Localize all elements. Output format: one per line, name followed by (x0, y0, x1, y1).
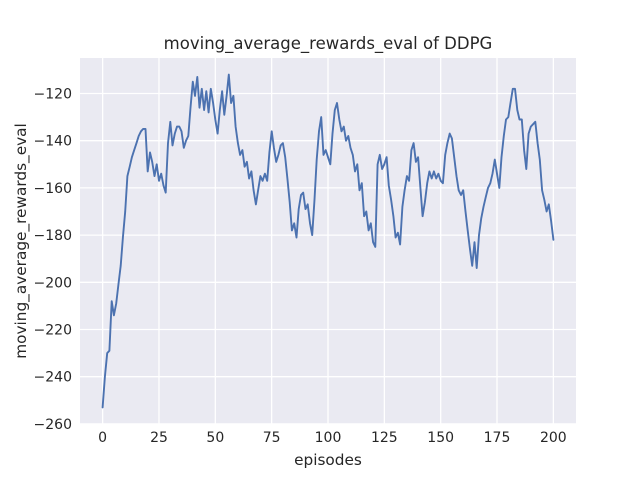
y-tick-label: −240 (34, 370, 72, 386)
x-tick-label: 200 (540, 430, 567, 446)
x-tick-label: 0 (98, 430, 107, 446)
x-axis-label: episodes (294, 451, 362, 469)
y-tick-label: −200 (34, 275, 72, 291)
y-tick-label: −160 (34, 181, 72, 197)
y-tick-label: −120 (34, 87, 72, 103)
x-tick-label: 125 (371, 430, 398, 446)
x-tick-label: 75 (263, 430, 281, 446)
moving-average-line (101, 73, 555, 409)
chart-title: moving_average_rewards_eval of DDPG (163, 34, 493, 53)
y-axis-label: moving_average_rewards_eval (12, 123, 30, 359)
x-tick-label: 50 (206, 430, 224, 446)
y-tick-label: −180 (34, 228, 72, 244)
y-tick-label: −260 (34, 417, 72, 433)
x-tick-label: 150 (427, 430, 454, 446)
x-tick-label: 175 (484, 430, 511, 446)
x-tick-label: 100 (315, 430, 342, 446)
y-tick-label: −220 (34, 322, 72, 338)
y-tick-label: −140 (34, 134, 72, 150)
x-tick-label: 25 (150, 430, 168, 446)
